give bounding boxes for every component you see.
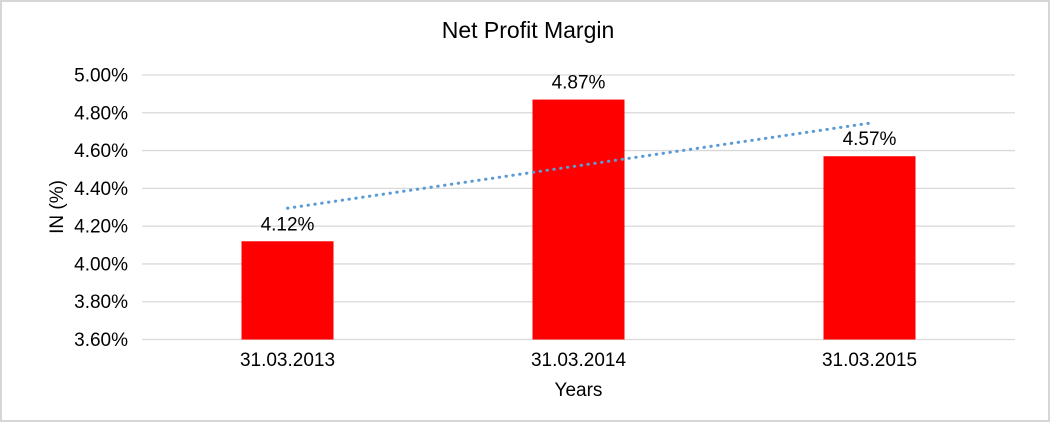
bar-data-label: 4.87% [552, 73, 606, 94]
x-tick-label: 31.03.2015 [822, 350, 917, 371]
bar-data-label: 4.12% [261, 214, 315, 235]
bar [241, 241, 334, 340]
y-tick-label: 4.80% [74, 103, 128, 124]
bar [532, 99, 625, 340]
y-tick-label: 4.40% [74, 179, 128, 200]
x-tick-label: 31.03.2014 [531, 350, 627, 371]
y-tick-label: 5.00% [74, 66, 128, 87]
y-tick-label: 3.60% [74, 330, 128, 351]
y-tick-label: 4.20% [74, 217, 128, 238]
y-axis-title: IN (%) [47, 180, 68, 234]
x-tick-label: 31.03.2013 [240, 350, 335, 371]
bar [823, 156, 916, 340]
y-tick-label: 3.80% [74, 292, 128, 313]
y-tick-label: 4.60% [74, 141, 128, 162]
y-tick-label: 4.00% [74, 254, 128, 275]
trendline [286, 121, 871, 210]
bar-data-label: 4.57% [843, 129, 897, 150]
chart-title: Net Profit Margin [441, 17, 615, 43]
x-axis-title: Years [554, 380, 603, 401]
